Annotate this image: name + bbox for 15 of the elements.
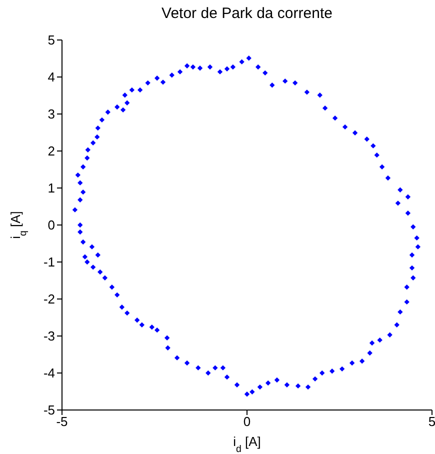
y-tick-label: 0	[48, 218, 55, 233]
x-tick-label: 0	[243, 414, 251, 430]
y-tick-label: -1	[43, 254, 55, 270]
x-tick-label: 5	[428, 414, 435, 430]
y-tick-label: -2	[43, 292, 55, 307]
y-tick-label: 3	[48, 106, 55, 122]
chart-title: Vetor de Park da corrente	[162, 5, 332, 22]
y-tick-label: 4	[48, 70, 55, 85]
y-tick-label: 5	[48, 32, 55, 48]
y-tick-label: 1	[48, 180, 55, 196]
y-tick-label: -5	[43, 402, 55, 418]
y-tick-label: -4	[43, 366, 55, 381]
y-tick-label: 2	[48, 144, 55, 159]
y-tick-label: -3	[43, 328, 55, 344]
x-axis-title: i$_{d}$ [A]	[233, 434, 261, 454]
